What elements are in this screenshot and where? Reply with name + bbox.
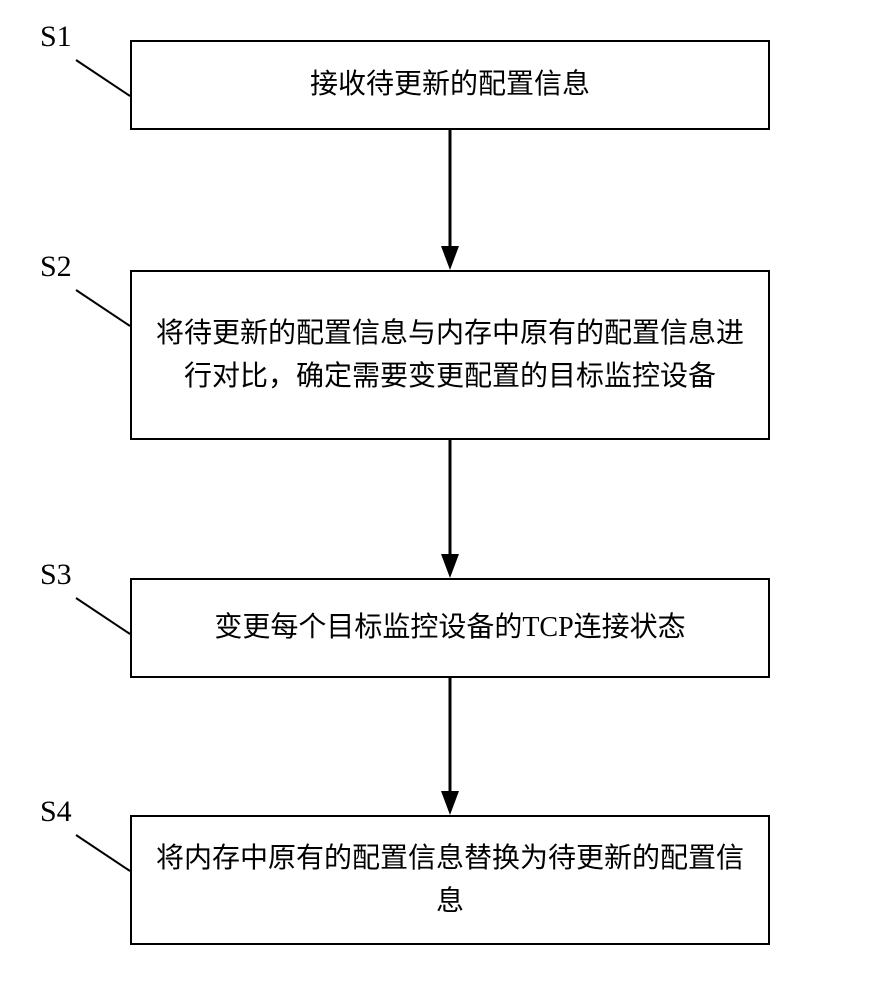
label-leader-line bbox=[76, 598, 130, 634]
label-leader-line bbox=[76, 290, 130, 326]
step-label-s4: S4 bbox=[40, 795, 72, 829]
flowchart-node-n4: 将内存中原有的配置信息替换为待更新的配置信息 bbox=[130, 815, 770, 945]
arrowhead-icon bbox=[441, 246, 459, 270]
step-label-s1: S1 bbox=[40, 20, 72, 54]
flowchart-node-text: 接收待更新的配置信息 bbox=[310, 63, 590, 106]
arrowhead-icon bbox=[441, 554, 459, 578]
flowchart-node-n2: 将待更新的配置信息与内存中原有的配置信息进行对比，确定需要变更配置的目标监控设备 bbox=[130, 270, 770, 440]
flowchart-node-text: 变更每个目标监控设备的TCP连接状态 bbox=[214, 606, 685, 649]
arrowhead-icon bbox=[441, 791, 459, 815]
flowchart-node-text: 将内存中原有的配置信息替换为待更新的配置信息 bbox=[148, 837, 752, 924]
step-label-s3: S3 bbox=[40, 558, 72, 592]
label-leader-line bbox=[76, 835, 130, 871]
flowchart-node-n1: 接收待更新的配置信息 bbox=[130, 40, 770, 130]
flowchart-node-n3: 变更每个目标监控设备的TCP连接状态 bbox=[130, 578, 770, 678]
flowchart-canvas: 接收待更新的配置信息将待更新的配置信息与内存中原有的配置信息进行对比，确定需要变… bbox=[0, 0, 883, 1000]
label-leader-line bbox=[76, 60, 130, 96]
flowchart-node-text: 将待更新的配置信息与内存中原有的配置信息进行对比，确定需要变更配置的目标监控设备 bbox=[148, 312, 752, 399]
step-label-s2: S2 bbox=[40, 250, 72, 284]
